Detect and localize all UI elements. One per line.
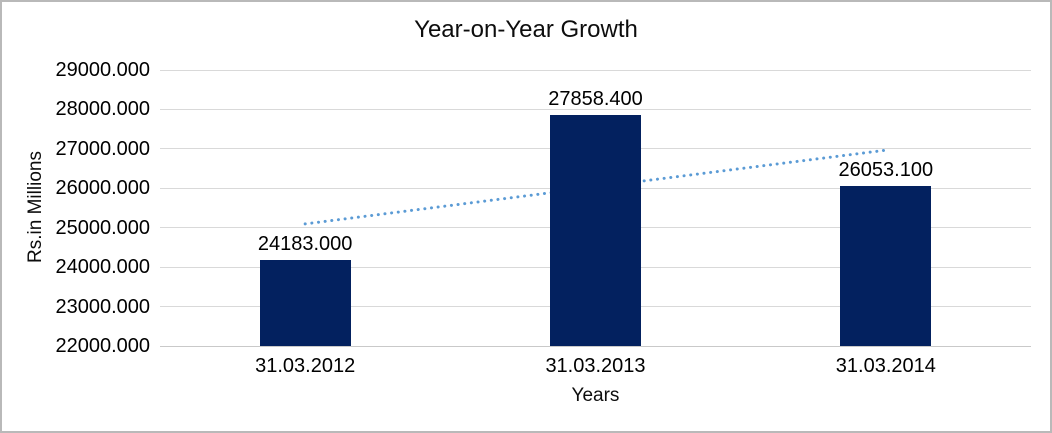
bar-value-label: 24183.000: [257, 232, 353, 255]
bar-31.03.2013: [550, 115, 641, 346]
y-axis-tick-label: 28000.000: [55, 98, 150, 121]
x-axis-tick-label: 31.03.2012: [255, 355, 356, 377]
trendline: [303, 148, 888, 226]
x-axis-tick-label: 31.03.2013: [545, 355, 646, 377]
bar-31.03.2012: [259, 259, 351, 346]
bar-value-label: 26053.100: [838, 159, 934, 182]
y-axis-tick-label: 24000.000: [55, 256, 150, 279]
gridline: [160, 345, 1031, 347]
trendline-path: [303, 148, 888, 226]
gridline: [160, 69, 1031, 71]
chart-title: Year-on-Year Growth: [414, 16, 638, 43]
y-axis-tick-label: 29000.000: [55, 59, 150, 81]
y-axis-tick-label: 25000.000: [55, 216, 150, 239]
bar-31.03.2014: [840, 186, 932, 346]
y-axis-title-text: Rs.in Millions: [25, 151, 46, 263]
bar-value-label: 27858.400: [548, 88, 643, 110]
y-axis-tick-label: 23000.000: [55, 295, 150, 318]
plot-area: 24183.000 27858.400 26053.100: [160, 69, 1031, 347]
x-axis-tick-label: 31.03.2014: [835, 355, 936, 377]
y-axis-tick-label: 22000.000: [55, 335, 150, 357]
x-axis-title: Years: [571, 385, 620, 406]
y-axis-tick-label: 27000.000: [55, 137, 150, 160]
y-axis-tick-label: 26000.000: [55, 177, 150, 200]
gridline: [160, 108, 1031, 110]
